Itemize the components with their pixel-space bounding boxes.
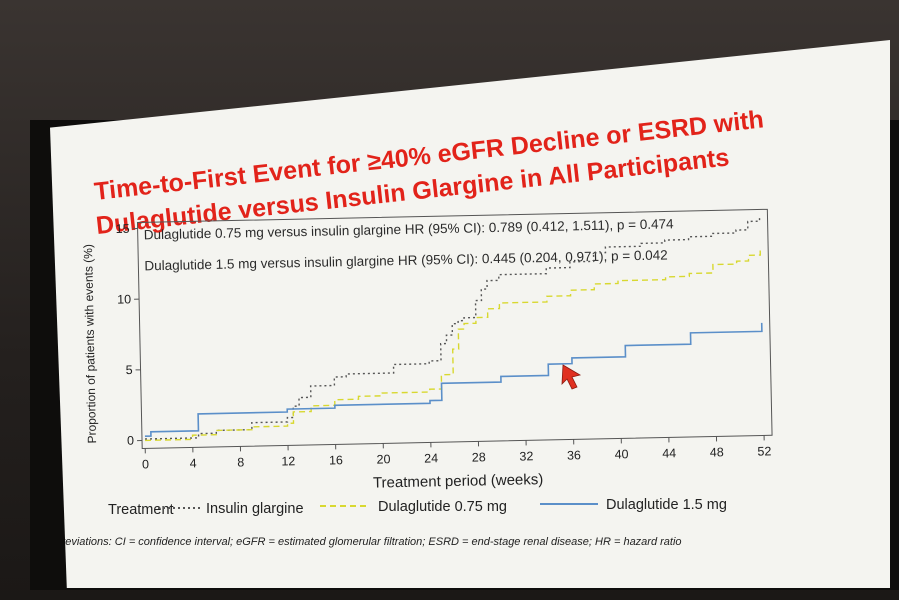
x-tick-label: 4	[190, 456, 197, 470]
legend: Treatment Insulin glargine Dulaglutide 0…	[108, 497, 727, 518]
y-tick-label: 0	[127, 434, 134, 448]
legend-item-insulin-glargine: Insulin glargine	[206, 501, 304, 517]
km-plot: Dulaglutide 0.75 mg versus insulin glarg…	[81, 208, 773, 492]
y-ticks: 0 5 10 15	[116, 222, 143, 448]
x-tick-label: 8	[237, 455, 244, 469]
hr-annotation-15: Dulaglutide 1.5 mg versus insulin glargi…	[144, 247, 668, 273]
y-tick-label: 5	[125, 363, 132, 377]
x-tick-label: 36	[567, 448, 581, 462]
x-tick-label: 52	[757, 444, 771, 458]
plot-frame	[136, 208, 773, 449]
x-ticks: 0 4 8 12 16 20 24 28 32 36 40 44 48 52	[142, 435, 772, 471]
x-tick-label: 40	[614, 447, 628, 461]
y-axis-label: Proportion of patients with events (%)	[81, 244, 99, 444]
legend-item-dulaglutide-15: Dulaglutide 1.5 mg	[606, 497, 727, 513]
y-tick-label: 10	[117, 292, 131, 306]
x-tick-label: 20	[376, 452, 390, 466]
series-layer	[144, 215, 763, 442]
x-tick-label: 48	[710, 445, 724, 459]
x-axis-label: Treatment period (weeks)	[373, 471, 544, 492]
slide: Time-to-First Event for ≥40% eGFR Declin…	[50, 40, 890, 588]
mouse-pointer-icon	[561, 364, 582, 390]
x-tick-label: 16	[329, 453, 343, 467]
x-tick-label: 32	[519, 449, 533, 463]
legend-item-dulaglutide-075: Dulaglutide 0.75 mg	[378, 499, 507, 515]
x-tick-label: 28	[472, 450, 486, 464]
legend-title: Treatment	[108, 502, 174, 518]
x-tick-label: 24	[424, 451, 438, 465]
slide-canvas: Time-to-First Event for ≥40% eGFR Declin…	[50, 105, 773, 548]
series-line-insulin-glargine	[144, 215, 761, 440]
abbreviations-footnote: Abbreviations: CI = confidence interval;…	[50, 536, 682, 548]
series-line-dulaglutide-15	[144, 322, 763, 438]
x-tick-label: 12	[281, 454, 295, 468]
x-tick-label: 0	[142, 457, 149, 471]
y-tick-label: 15	[116, 222, 130, 236]
x-tick-label: 44	[662, 446, 676, 460]
